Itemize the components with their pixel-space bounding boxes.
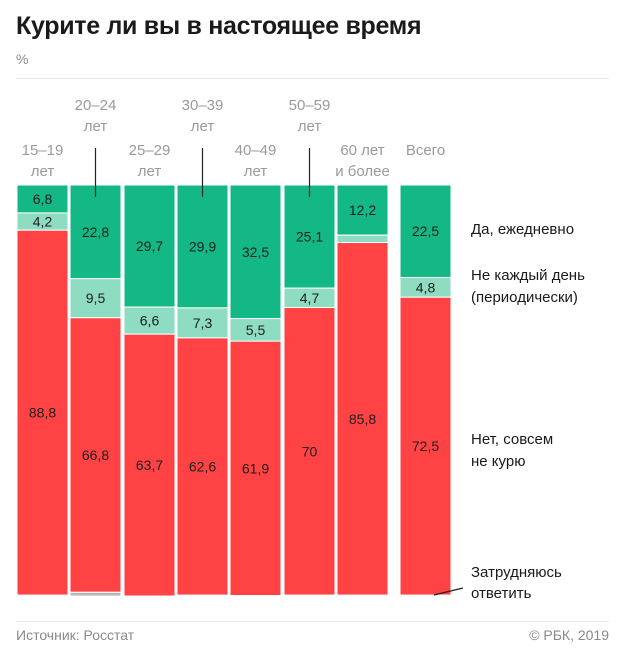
bottom-divider bbox=[16, 621, 609, 622]
top-divider bbox=[16, 78, 609, 79]
value-label-occasional: 7,3 bbox=[193, 315, 213, 331]
value-label-no: 62,6 bbox=[189, 459, 216, 475]
category-label: 60 лет bbox=[340, 142, 384, 159]
bar-segment-no bbox=[16, 229, 69, 596]
value-label-daily: 12,2 bbox=[349, 202, 376, 218]
value-label-no: 88,8 bbox=[29, 405, 56, 421]
chart-title: Курите ли вы в настоящее время bbox=[16, 12, 422, 40]
category-label: 50–59 bbox=[289, 97, 331, 114]
bar-segment-no bbox=[176, 337, 229, 596]
bar-segment-dontknow bbox=[176, 594, 229, 597]
bar-segment-occasional bbox=[176, 307, 229, 339]
source-label: Источник: Росстат bbox=[16, 627, 135, 643]
value-label-occasional: 4,2 bbox=[33, 214, 53, 230]
legend-leader-line bbox=[433, 587, 464, 596]
legend-label-dontknow: ответить bbox=[471, 585, 532, 602]
bar-segment-dontknow bbox=[336, 594, 389, 597]
bar-segment-daily bbox=[123, 184, 176, 308]
bar-segment-no bbox=[123, 333, 176, 597]
value-label-no: 63,7 bbox=[136, 457, 163, 473]
copyright-label: © РБК, 2019 bbox=[529, 627, 609, 643]
value-label-daily: 6,8 bbox=[33, 191, 53, 207]
value-label-no: 61,9 bbox=[242, 460, 269, 476]
bar-segment-dontknow bbox=[283, 594, 336, 597]
unit-label: % bbox=[16, 51, 29, 67]
legend-label-no: не курю bbox=[471, 453, 525, 470]
category-label: лет bbox=[84, 118, 108, 135]
category-label: лет bbox=[191, 118, 215, 135]
bar-segment-no bbox=[229, 340, 282, 597]
value-label-no: 72,5 bbox=[412, 438, 439, 454]
category-label: 15–19 bbox=[22, 142, 64, 159]
bar-segment-occasional bbox=[123, 306, 176, 335]
bar-segment-no bbox=[399, 296, 452, 596]
value-label-daily: 22,8 bbox=[82, 224, 109, 240]
legend-label-occasional: Не каждый день bbox=[471, 267, 585, 284]
bar-segment-no bbox=[283, 306, 336, 596]
legend-label-dontknow: Затрудняюсь bbox=[471, 564, 562, 581]
bar-segment-no bbox=[69, 317, 122, 593]
bar-segment-daily bbox=[229, 184, 282, 320]
value-label-occasional: 6,6 bbox=[140, 313, 160, 329]
bar-segment-occasional bbox=[69, 278, 122, 319]
category-label: лет bbox=[31, 163, 55, 180]
legend-label-occasional: (периодически) bbox=[471, 289, 578, 306]
category-label: лет bbox=[298, 118, 322, 135]
bar-segment-dontknow bbox=[399, 594, 452, 597]
value-label-daily: 25,1 bbox=[296, 229, 323, 245]
category-label: 20–24 bbox=[75, 97, 117, 114]
category-label: лет bbox=[244, 163, 268, 180]
legend-label-daily: Да, ежедневно bbox=[471, 221, 574, 238]
bar-segment-dontknow bbox=[16, 594, 69, 597]
bar-segment-occasional bbox=[336, 234, 389, 244]
value-label-no: 66,8 bbox=[82, 447, 109, 463]
category-label: Всего bbox=[406, 142, 445, 159]
value-label-occasional: 5,5 bbox=[246, 322, 266, 338]
value-label-daily: 32,5 bbox=[242, 244, 269, 260]
value-label-occasional: 4,8 bbox=[416, 279, 436, 295]
bar-segment-daily bbox=[69, 184, 122, 280]
category-label: лет bbox=[138, 163, 162, 180]
category-label: 25–29 bbox=[129, 142, 171, 159]
category-label: 30–39 bbox=[182, 97, 224, 114]
bar-segment-dontknow bbox=[69, 591, 122, 597]
value-label-daily: 29,7 bbox=[136, 238, 163, 254]
value-label-occasional: 9,5 bbox=[86, 290, 106, 306]
legend-label-no: Нет, совсем bbox=[471, 431, 553, 448]
value-label-no: 85,8 bbox=[349, 411, 376, 427]
bar-segment-daily bbox=[16, 184, 69, 214]
value-label-daily: 22,5 bbox=[412, 223, 439, 239]
value-label-occasional: 4,7 bbox=[300, 290, 320, 306]
category-label: и более bbox=[335, 163, 390, 180]
bar-segment-daily bbox=[336, 184, 389, 236]
value-label-no: 70 bbox=[302, 443, 318, 459]
category-label: 40–49 bbox=[235, 142, 277, 159]
value-label-daily: 29,9 bbox=[189, 238, 216, 254]
